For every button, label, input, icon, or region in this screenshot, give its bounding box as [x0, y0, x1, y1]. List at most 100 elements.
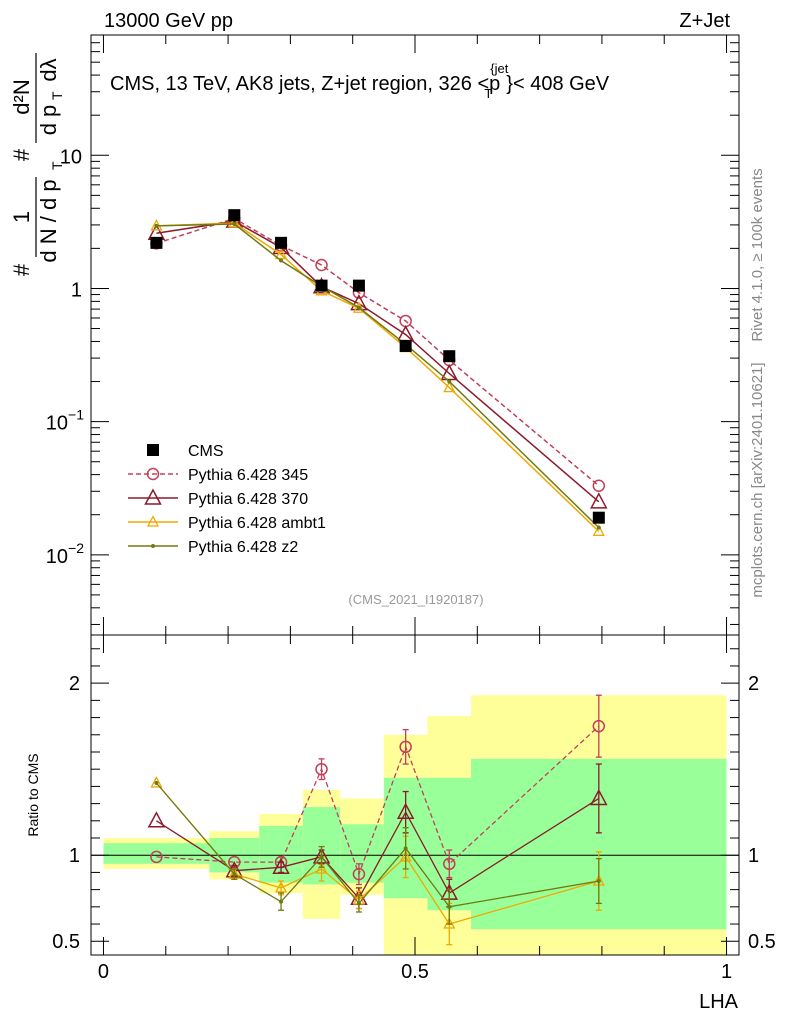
ylabel-hash2: #: [9, 148, 34, 161]
z2-point: [232, 221, 237, 226]
ratio-line-ambt1: [155, 782, 599, 925]
main-ytick-label-base: 10: [46, 546, 68, 568]
main-ytick-label-exp: −2: [68, 540, 84, 556]
z2-point: [154, 780, 159, 785]
ratio-ticks: [91, 635, 739, 955]
legend-label: Pythia 6.428 z2: [188, 539, 298, 556]
p345-point: [146, 467, 160, 481]
p345-point: [315, 258, 328, 272]
ambt1-point: [274, 881, 288, 893]
ratio-series-layer: [147, 694, 608, 946]
ambt1-point: [443, 917, 456, 929]
cms-data-point: [275, 236, 288, 249]
p370-point: [396, 802, 415, 819]
cms-data-point: [443, 350, 456, 363]
ylabel-num2: d²N: [9, 79, 34, 114]
ratio-line-z2: [155, 782, 599, 908]
ratio-ytick-label-right: 1: [748, 845, 759, 867]
cms-data-point: [315, 279, 328, 292]
z2-point: [279, 899, 284, 904]
chart-title: CMS, 13 TeV, AK8 jets, Z+jet region, 326…: [110, 61, 610, 101]
ylabel-sub2: T: [49, 91, 65, 100]
ylabel-one: 1: [9, 211, 34, 223]
ambt1-point: [592, 524, 605, 537]
ratio-ytick-label-right: 0.5: [748, 931, 776, 953]
stat-uncertainty-band: [103, 843, 210, 864]
ambt1-point: [228, 216, 241, 228]
main-series-layer: [147, 209, 608, 537]
ratio-ytick-label: 1: [69, 845, 80, 867]
cms-data-point: [352, 279, 365, 292]
ambt1-point: [315, 862, 328, 874]
p345-point: [443, 857, 456, 871]
legend-label: Pythia 6.428 ambt1: [188, 515, 326, 532]
xaxis-label: LHA: [699, 991, 739, 1013]
ambt1-point: [443, 380, 456, 393]
z2-point: [447, 904, 452, 909]
ratio-uncertainty-bands: [103, 695, 727, 955]
stat-uncertainty-band: [259, 825, 303, 883]
ylabel-sub1: T: [49, 161, 65, 170]
cms-data-point: [592, 511, 605, 524]
z2-point: [356, 305, 361, 310]
ratio-ytick-label: 0.5: [52, 931, 80, 953]
legend-label: Pythia 6.428 370: [188, 491, 308, 508]
p370-point: [350, 293, 368, 311]
main-ytick-label-exp: −1: [68, 407, 84, 423]
z2-point: [319, 854, 324, 859]
p345-point: [592, 719, 606, 733]
p345-point: [352, 867, 366, 881]
main-ytick-label: 1: [71, 279, 82, 301]
chart-title-sup: {jet: [490, 61, 508, 76]
main-line-z2: [156, 223, 600, 529]
ratio-tick-labels: 0.5 0.5 1 1 2 2 0 0.5 1: [52, 673, 776, 983]
z2-point: [356, 901, 361, 906]
legend-label: CMS: [188, 443, 224, 460]
ylabel-den1: d N / d p: [36, 179, 61, 262]
z2-point: [596, 879, 601, 884]
ratio-series-z2: [154, 780, 602, 925]
cms-data-point: [399, 339, 412, 352]
p370-point: [147, 811, 166, 828]
legend-entry-cms: CMS: [147, 443, 224, 460]
p345-point: [315, 762, 328, 776]
header-left: 13000 GeV pp: [104, 10, 233, 32]
side-rivet-label: Rivet 4.1.0, ≥ 100k events: [749, 168, 766, 341]
ratio-ylabel: Ratio to CMS: [25, 753, 41, 836]
chart-title-main: CMS, 13 TeV, AK8 jets, Z+jet region, 326…: [110, 73, 500, 95]
cms-data-point: [150, 236, 163, 249]
z2-point: [447, 379, 452, 384]
cms-data-point: [147, 444, 159, 456]
ratio-xtick-label: 1: [721, 961, 732, 983]
z2-point: [596, 525, 601, 530]
p345-point: [592, 479, 606, 493]
p345-point: [399, 740, 412, 754]
ambt1-point: [274, 247, 288, 260]
cms-data-point: [228, 209, 241, 222]
main-ytick-label-base: 10: [46, 413, 68, 435]
p370-point: [272, 857, 290, 875]
main-line-p370: [156, 220, 600, 503]
ambt1-point: [150, 776, 163, 788]
legend-entry-z2: Pythia 6.428 z2: [128, 539, 298, 556]
main-ylabel: # 1 d N / d p T # d²N d p T dλ: [9, 53, 65, 276]
z2-point: [151, 544, 155, 548]
p345-point: [150, 850, 163, 864]
ratio-xtick-label: 0: [98, 961, 109, 983]
ratio-ytick-label-right: 2: [748, 673, 759, 695]
chart-title-tail: }< 408 GeV: [506, 73, 610, 95]
side-mcplots-label: mcplots.cern.ch [arXiv:2401.10621]: [749, 362, 766, 597]
ylabel-hash1: #: [9, 263, 34, 276]
legend-entry-p370: Pythia 6.428 370: [128, 488, 308, 508]
ratio-line-p370: [156, 797, 600, 900]
main-series-cms: [150, 209, 605, 524]
z2-point: [403, 846, 408, 851]
ratio-ytick-label: 2: [69, 673, 80, 695]
z2-point: [232, 872, 237, 877]
ratio-line-p345: [156, 725, 600, 877]
z2-point: [279, 258, 284, 263]
